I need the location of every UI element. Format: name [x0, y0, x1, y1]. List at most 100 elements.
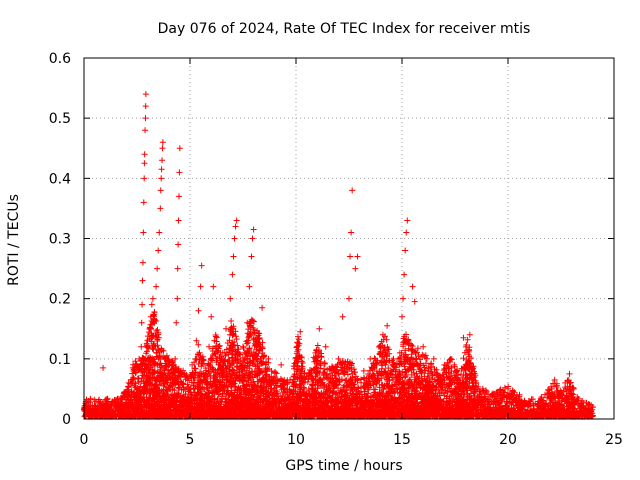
data-point	[562, 379, 569, 386]
data-point	[172, 355, 179, 362]
data-point	[329, 367, 336, 374]
y-tick-label: 0.6	[49, 51, 71, 67]
data-point	[140, 229, 147, 236]
data-point	[193, 337, 200, 344]
data-point	[197, 283, 204, 290]
data-point	[570, 385, 577, 392]
data-point	[91, 402, 98, 409]
data-point	[404, 217, 411, 224]
data-point	[158, 175, 165, 182]
data-point	[142, 103, 149, 110]
data-point	[159, 157, 166, 164]
data-point	[139, 277, 146, 284]
data-point	[156, 229, 163, 236]
x-tick-label: 25	[605, 432, 623, 448]
data-point	[379, 331, 386, 338]
data-point	[229, 271, 236, 278]
data-point	[295, 355, 302, 362]
data-point	[579, 397, 586, 404]
noise-floor-points	[80, 309, 596, 420]
data-point	[147, 313, 154, 320]
data-point	[182, 373, 189, 380]
data-point	[153, 283, 160, 290]
data-point	[240, 343, 246, 350]
data-point	[547, 394, 554, 401]
data-point	[174, 295, 181, 302]
data-point	[148, 301, 155, 308]
data-point	[85, 397, 92, 404]
data-point	[248, 253, 255, 260]
data-point	[244, 319, 251, 326]
data-point	[401, 271, 408, 278]
x-tick-label: 5	[186, 432, 195, 448]
data-point	[403, 229, 410, 236]
data-point	[206, 343, 213, 350]
data-point	[230, 253, 237, 260]
data-point	[316, 325, 323, 332]
data-point	[208, 313, 215, 320]
data-point	[139, 259, 146, 266]
data-point	[335, 355, 342, 362]
data-point	[144, 343, 151, 350]
data-point	[175, 193, 182, 200]
data-point	[402, 247, 409, 254]
y-tick-label: 0.4	[49, 171, 71, 187]
data-point	[232, 223, 239, 230]
y-tick-label: 0.1	[49, 352, 71, 368]
data-point	[536, 397, 543, 404]
x-tick-label: 15	[393, 432, 411, 448]
data-point	[161, 355, 168, 362]
data-point	[129, 379, 136, 386]
data-point	[227, 295, 234, 302]
data-point	[198, 262, 205, 269]
y-tick-label: 0.5	[49, 111, 71, 127]
y-tick-label: 0	[62, 412, 71, 428]
data-point	[212, 367, 219, 374]
data-point	[515, 394, 522, 401]
data-point	[154, 265, 161, 272]
data-point	[231, 235, 238, 242]
data-point	[367, 355, 374, 362]
data-point	[265, 355, 272, 362]
data-point	[131, 367, 138, 374]
data-point	[460, 334, 467, 341]
x-axis-label: GPS time / hours	[285, 458, 402, 474]
data-point	[157, 205, 164, 212]
data-point	[141, 160, 148, 167]
data-point	[159, 145, 166, 152]
data-point	[312, 355, 319, 362]
data-point	[139, 301, 146, 308]
data-point	[189, 361, 196, 368]
data-point	[102, 397, 109, 404]
data-point	[259, 304, 266, 311]
data-point	[348, 229, 355, 236]
data-point	[223, 325, 230, 332]
y-tick-label: 0.2	[49, 292, 71, 308]
data-point	[551, 376, 558, 383]
data-point	[589, 403, 596, 410]
data-point	[110, 399, 117, 406]
chart-title: Day 076 of 2024, Rate Of TEC Index for r…	[158, 21, 531, 37]
data-point	[373, 361, 380, 368]
series-roti	[82, 91, 596, 412]
data-point	[494, 391, 501, 398]
data-point	[466, 331, 473, 338]
data-point	[290, 373, 297, 380]
data-point	[349, 187, 356, 194]
data-point	[175, 241, 182, 248]
data-point	[354, 253, 361, 260]
data-point	[473, 379, 480, 386]
data-point	[400, 295, 407, 302]
x-tick-label: 10	[287, 432, 305, 448]
data-point	[141, 175, 148, 182]
data-point	[441, 361, 448, 368]
data-point	[254, 355, 261, 362]
data-point	[125, 391, 132, 398]
y-tick-label: 0.3	[49, 232, 71, 248]
data-point	[249, 235, 256, 242]
data-point	[447, 355, 454, 362]
data-point	[360, 367, 367, 374]
data-point	[420, 343, 427, 350]
data-point	[173, 319, 180, 326]
data-point	[409, 283, 416, 290]
